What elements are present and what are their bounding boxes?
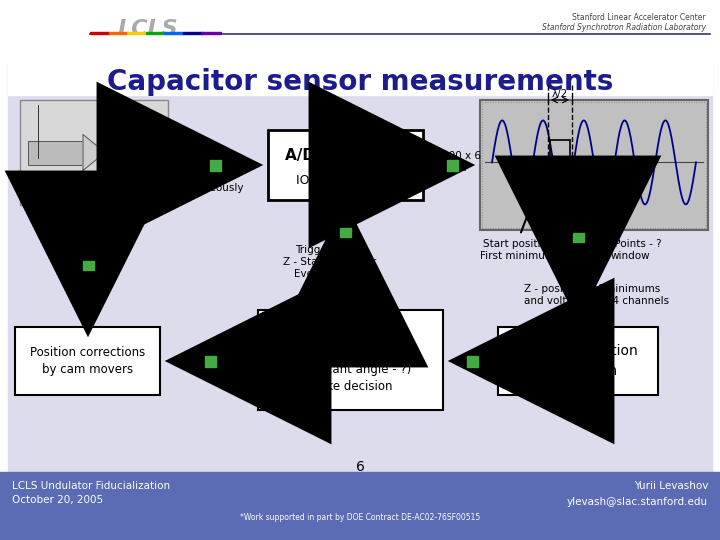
Bar — [109, 31, 127, 34]
Bar — [572, 233, 583, 241]
Bar — [164, 31, 184, 34]
Bar — [258, 310, 443, 410]
Bar — [268, 130, 423, 200]
Bar — [8, 62, 712, 472]
Bar — [0, 0, 720, 60]
Text: Start position
First minimum: Start position First minimum — [480, 239, 556, 261]
Bar — [210, 159, 220, 171]
Bar — [498, 327, 658, 395]
Text: 17000 x 6
data: 17000 x 6 data — [429, 151, 481, 173]
Bar — [127, 31, 146, 34]
Text: Capacitor sensor measurements: Capacitor sensor measurements — [107, 68, 613, 96]
Text: *Work supported in part by DOE Contract DE-AC02-76SF00515: *Work supported in part by DOE Contract … — [240, 512, 480, 522]
Text: Stanford Linear Accelerator Center: Stanford Linear Accelerator Center — [572, 14, 706, 23]
Bar — [83, 260, 94, 269]
Text: 10 Points - ?
window: 10 Points - ? window — [598, 239, 662, 261]
Text: IOtech ADC 488: IOtech ADC 488 — [296, 174, 395, 187]
Bar — [20, 100, 168, 205]
Bar — [446, 159, 457, 171]
Text: Stanford Synchrotron Radiation Laboratory: Stanford Synchrotron Radiation Laborator… — [542, 23, 706, 31]
Bar — [8, 60, 712, 95]
Bar — [204, 355, 215, 367]
Bar — [550, 140, 570, 184]
Text: Calculation of X,Y,
Roll, Pitch, Yaw.
(Gap, cant angle - ?)
Make decision: Calculation of X,Y, Roll, Pitch, Yaw. (G… — [290, 327, 411, 394]
Text: Position corrections
by cam movers: Position corrections by cam movers — [30, 346, 145, 376]
Polygon shape — [83, 134, 105, 171]
Text: ylevash@slac.stanford.edu: ylevash@slac.stanford.edu — [567, 497, 708, 507]
Text: Z - positions of minimums
and voltages for 4 channels: Z - positions of minimums and voltages f… — [524, 284, 669, 306]
Bar — [145, 31, 165, 34]
Bar — [340, 227, 351, 237]
Text: October 20, 2005: October 20, 2005 — [12, 495, 103, 505]
Text: 6: 6 — [356, 460, 364, 474]
Bar — [202, 31, 220, 34]
Text: LCLS Undulator Fiducialization: LCLS Undulator Fiducialization — [12, 481, 170, 491]
Bar — [28, 140, 83, 165]
Bar — [107, 138, 127, 166]
Bar — [183, 31, 202, 34]
Text: Apply Calibration
~10mV/μm: Apply Calibration ~10mV/μm — [518, 345, 638, 378]
Text: 6 channels
Simultaneously: 6 channels Simultaneously — [163, 171, 244, 193]
Bar — [0, 472, 720, 540]
Text: Triggers from
Z - Stage encoder
Every 200 μm: Triggers from Z - Stage encoder Every 20… — [284, 245, 377, 279]
Bar — [90, 31, 109, 34]
Bar — [15, 327, 160, 395]
Bar — [480, 100, 708, 230]
Text: LCLS: LCLS — [117, 19, 179, 39]
Text: λ/2: λ/2 — [552, 89, 568, 99]
Bar — [467, 355, 477, 367]
Bar — [129, 138, 149, 166]
Text: Yurii Levashov: Yurii Levashov — [634, 481, 708, 491]
Text: A/D Converter: A/D Converter — [285, 148, 406, 163]
